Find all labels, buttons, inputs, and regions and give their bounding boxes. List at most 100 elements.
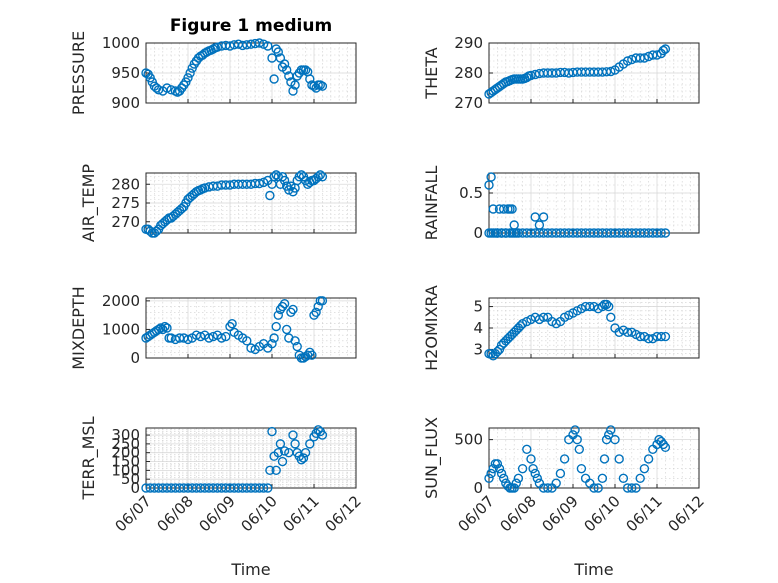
data-point [660,44,671,54]
data-point [317,81,328,91]
data-point [517,463,528,474]
data-point [551,478,561,488]
series-terr-msl [141,425,328,493]
y-tick-label: 270 [111,213,140,231]
data-point [300,448,311,458]
data-point [509,228,519,238]
data-point [532,473,542,484]
data-point [227,319,237,329]
x-tick-label: 06/11 [623,492,666,535]
data-point [656,228,666,238]
y-tick-label: 4 [473,319,483,337]
data-point [145,226,155,236]
data-point [300,65,311,75]
data-point [298,453,309,463]
data-point [599,454,610,464]
data-point [639,53,650,63]
data-point [288,304,298,315]
y-axis-label: MIXDEPTH [69,286,88,369]
data-point [317,296,328,306]
data-point [618,473,629,484]
data-point [597,473,608,484]
x-tick-label: 06/08 [154,492,197,535]
series-rainfall [484,172,671,238]
data-point [496,468,507,479]
data-point [601,67,612,77]
data-point [183,73,193,83]
data-point [643,334,654,344]
y-tick-label: 150 [111,453,140,471]
data-point [271,465,281,476]
data-point [271,321,281,332]
x-tick-label: 06/11 [280,492,323,535]
data-point [296,455,307,465]
data-point [158,324,168,335]
subplot-rainfall: 0 0.5 RAINFALL [422,166,700,242]
series-air-temp [141,170,328,238]
y-axis-label: AIR_TEMP [79,164,99,242]
data-point [538,312,549,322]
data-point [311,307,321,317]
data-point [267,426,277,437]
data-point [317,172,328,182]
y-tick-label: 0 [473,479,483,497]
data-point [631,483,641,493]
data-point [279,299,290,309]
x-axis-label-right: Time [573,560,613,579]
data-point [509,483,519,493]
y-tick-label: 1000 [102,34,140,52]
data-point [610,434,620,445]
x-tick-label: 06/12 [322,492,365,535]
y-tick-label: 275 [111,194,140,212]
data-point [660,442,671,453]
y-tick-label: 50 [121,470,140,488]
data-point [555,468,566,479]
data-point [305,347,315,357]
x-tick-label: 06/09 [539,492,582,535]
y-tick-label: 0.5 [459,184,483,202]
data-point [313,172,323,182]
y-tick-label: 280 [454,64,483,82]
y-tick-label: 300 [111,426,140,444]
data-point [282,324,292,335]
data-point [570,425,580,435]
data-point [528,463,538,474]
y-axis-label: TERR_MSL [79,416,99,500]
data-point [543,483,553,493]
series-mixdepth [141,296,328,363]
data-point [183,334,193,345]
data-point [160,321,170,332]
data-point [530,468,540,479]
x-tick-label: 06/07 [455,492,498,535]
data-point [486,349,496,359]
data-point [204,333,214,343]
data-point [263,41,273,51]
data-point [484,473,494,484]
data-point [277,456,288,467]
subplot-theta: 270 280 290 THETA [422,34,700,112]
x-tick-label: 06/08 [497,492,540,535]
data-point [622,56,633,66]
data-point [288,430,298,440]
data-point [254,38,265,48]
y-tick-label: 1000 [102,320,140,338]
data-point [254,178,265,189]
x-tick-label: 06/07 [112,492,155,535]
data-point [635,331,645,342]
data-point [559,454,570,464]
data-point [660,228,671,238]
data-point [534,220,545,230]
data-point [507,204,517,214]
data-point [635,473,645,484]
subplot-terr-msl: 05010015020025030006/0706/0806/0906/1006… [79,416,365,535]
data-point [515,321,526,331]
data-point [658,45,668,56]
data-point [585,301,595,312]
data-point [660,331,671,342]
data-point [486,468,496,479]
axes-frame [145,297,357,359]
data-point [656,331,666,342]
